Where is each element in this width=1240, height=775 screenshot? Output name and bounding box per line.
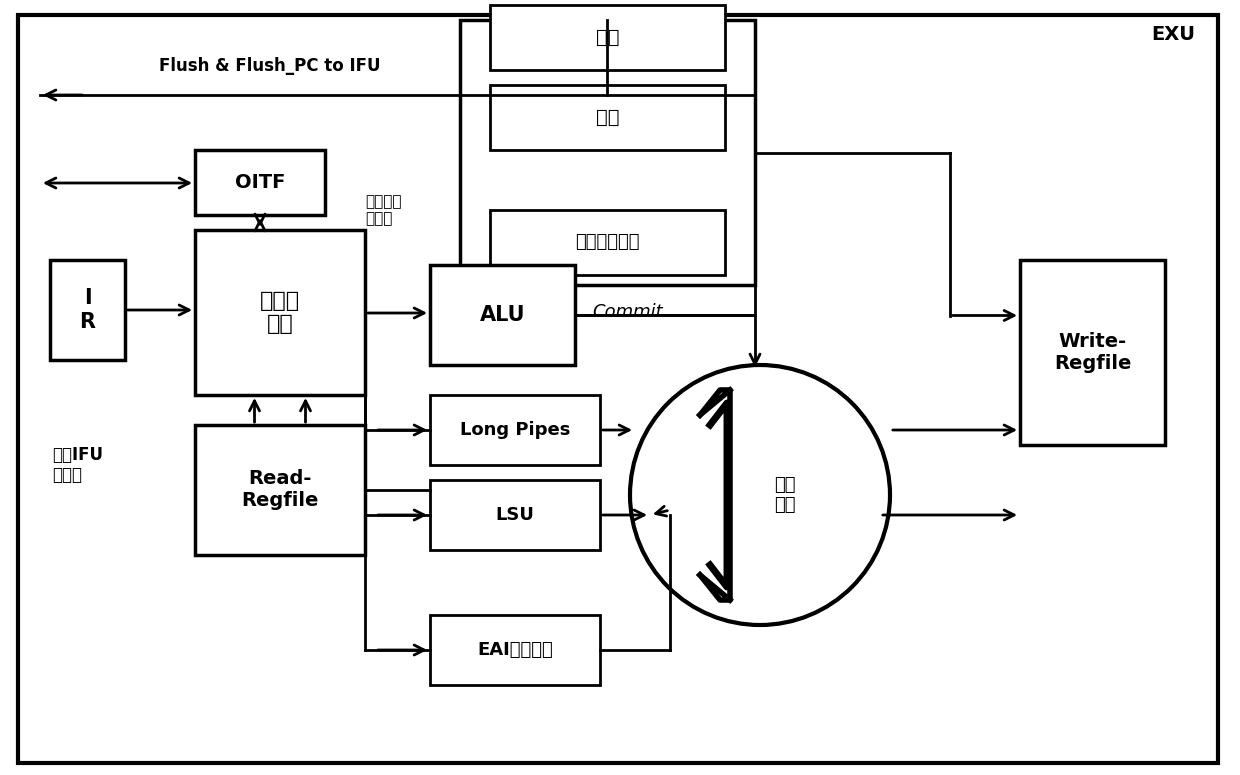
Bar [195, 230, 365, 395]
Text: 来自IFU
的指令: 来自IFU 的指令 [52, 446, 103, 484]
Text: Write-
Regfile: Write- Regfile [1054, 332, 1131, 373]
Text: 译码与
派遣: 译码与 派遣 [260, 291, 300, 334]
Text: 分支预测解析: 分支预测解析 [575, 233, 640, 252]
Bar [195, 150, 325, 215]
Text: OITF: OITF [234, 173, 285, 192]
Text: Commit: Commit [593, 303, 663, 321]
Bar [430, 615, 600, 685]
Text: Flush & Flush_PC to IFU: Flush & Flush_PC to IFU [159, 57, 381, 75]
Text: 中断: 中断 [595, 28, 619, 47]
Bar [430, 480, 600, 550]
Text: LSU: LSU [496, 506, 534, 524]
Bar [490, 5, 725, 70]
Bar [430, 265, 575, 365]
Text: 写回
仲裁: 写回 仲裁 [774, 476, 796, 515]
Bar [195, 425, 365, 555]
Bar [430, 395, 600, 465]
Bar [490, 210, 725, 275]
Text: 异常: 异常 [595, 108, 619, 127]
Text: ALU: ALU [480, 305, 526, 325]
Text: Read-
Regfile: Read- Regfile [242, 470, 319, 511]
Text: 数据相关
性检查: 数据相关 性检查 [365, 194, 402, 226]
Text: EAI协处理器: EAI协处理器 [477, 641, 553, 659]
Text: I
R: I R [79, 288, 95, 332]
Bar [460, 20, 755, 285]
Text: EXU: EXU [1151, 25, 1195, 44]
Bar [1021, 260, 1166, 445]
Bar [50, 260, 125, 360]
Circle shape [630, 365, 890, 625]
Bar [490, 85, 725, 150]
Text: Long Pipes: Long Pipes [460, 421, 570, 439]
